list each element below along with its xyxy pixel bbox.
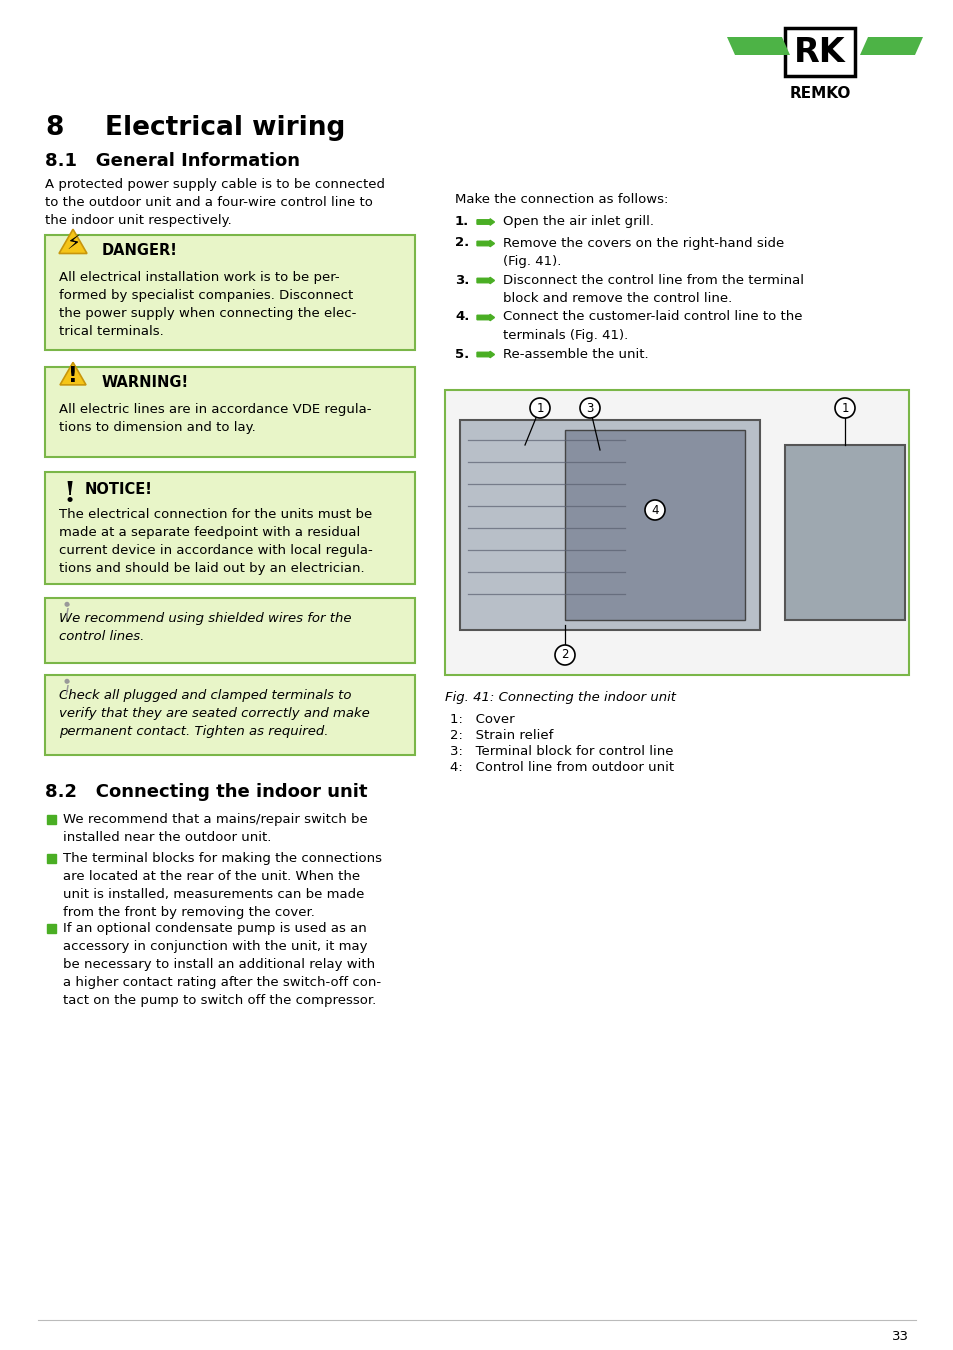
Text: Re-assemble the unit.: Re-assemble the unit. — [502, 347, 648, 360]
Text: 2:   Strain relief: 2: Strain relief — [450, 729, 553, 742]
Text: 8.1   General Information: 8.1 General Information — [45, 153, 299, 170]
Text: WARNING!: WARNING! — [102, 375, 189, 390]
Text: We recommend using shielded wires for the
control lines.: We recommend using shielded wires for th… — [59, 612, 351, 643]
Text: The terminal blocks for making the connections
are located at the rear of the un: The terminal blocks for making the conne… — [63, 852, 381, 919]
Text: 3: 3 — [586, 401, 593, 414]
Polygon shape — [859, 36, 923, 55]
Text: 5.: 5. — [455, 347, 469, 360]
Text: Electrical wiring: Electrical wiring — [105, 115, 345, 140]
Polygon shape — [726, 36, 789, 55]
Text: 8.2   Connecting the indoor unit: 8.2 Connecting the indoor unit — [45, 783, 367, 801]
Text: 2: 2 — [560, 648, 568, 662]
Text: NOTICE!: NOTICE! — [85, 482, 152, 497]
Bar — [47, 855, 56, 863]
Polygon shape — [60, 362, 86, 385]
Text: 3:   Terminal block for control line: 3: Terminal block for control line — [450, 745, 673, 757]
Circle shape — [644, 500, 664, 520]
Text: Disconnect the control line from the terminal
block and remove the control line.: Disconnect the control line from the ter… — [502, 274, 803, 305]
Text: i: i — [65, 605, 70, 622]
Text: 1.: 1. — [455, 215, 469, 228]
Text: 1: 1 — [841, 401, 848, 414]
Text: 4: 4 — [651, 504, 659, 517]
Bar — [45, 235, 415, 350]
Text: RK: RK — [793, 35, 845, 69]
Bar — [47, 923, 56, 933]
Text: 2.: 2. — [455, 236, 469, 250]
Text: All electrical installation work is to be per-
formed by specialist companies. D: All electrical installation work is to b… — [59, 271, 356, 338]
Bar — [444, 390, 908, 675]
Text: All electric lines are in accordance VDE regula-
tions to dimension and to lay.: All electric lines are in accordance VDE… — [59, 404, 371, 433]
Bar — [45, 675, 415, 755]
Text: The electrical connection for the units must be
made at a separate feedpoint wit: The electrical connection for the units … — [59, 508, 373, 575]
Bar — [784, 28, 854, 76]
Circle shape — [65, 602, 69, 606]
Text: 4:   Control line from outdoor unit: 4: Control line from outdoor unit — [450, 761, 674, 774]
Text: 4.: 4. — [455, 310, 469, 324]
Circle shape — [530, 398, 550, 418]
Text: If an optional condensate pump is used as an
accessory in conjunction with the u: If an optional condensate pump is used a… — [63, 922, 381, 1007]
Text: Fig. 41: Connecting the indoor unit: Fig. 41: Connecting the indoor unit — [444, 691, 676, 703]
Circle shape — [834, 398, 854, 418]
FancyArrow shape — [476, 277, 494, 284]
Text: 1:   Cover: 1: Cover — [450, 713, 514, 726]
FancyArrow shape — [476, 219, 494, 225]
Bar — [45, 598, 415, 663]
Bar — [45, 472, 415, 585]
Circle shape — [555, 645, 575, 666]
Text: i: i — [65, 682, 70, 699]
FancyArrow shape — [476, 351, 494, 358]
Text: !: ! — [64, 481, 76, 508]
Text: ⚡: ⚡ — [66, 234, 80, 252]
Text: 3.: 3. — [455, 274, 469, 286]
Text: REMKO: REMKO — [788, 86, 850, 101]
Text: Remove the covers on the right-hand side
(Fig. 41).: Remove the covers on the right-hand side… — [502, 236, 783, 267]
Bar — [47, 815, 56, 824]
Text: Open the air inlet grill.: Open the air inlet grill. — [502, 215, 654, 228]
Circle shape — [65, 679, 69, 683]
Text: 33: 33 — [891, 1330, 908, 1343]
Text: 8: 8 — [45, 115, 63, 140]
Bar — [45, 367, 415, 458]
Text: Make the connection as follows:: Make the connection as follows: — [455, 193, 668, 207]
Text: !: ! — [68, 366, 78, 386]
Text: Connect the customer-laid control line to the
terminals (Fig. 41).: Connect the customer-laid control line t… — [502, 310, 801, 342]
Bar — [784, 446, 904, 620]
Bar — [459, 420, 760, 630]
Text: Check all plugged and clamped terminals to
verify that they are seated correctly: Check all plugged and clamped terminals … — [59, 688, 370, 738]
Polygon shape — [59, 230, 87, 254]
FancyArrow shape — [476, 240, 494, 247]
Text: We recommend that a mains/repair switch be
installed near the outdoor unit.: We recommend that a mains/repair switch … — [63, 813, 367, 844]
Text: 1: 1 — [536, 401, 543, 414]
Text: DANGER!: DANGER! — [102, 243, 177, 258]
Text: A protected power supply cable is to be connected
to the outdoor unit and a four: A protected power supply cable is to be … — [45, 178, 385, 227]
Circle shape — [579, 398, 599, 418]
Bar — [564, 431, 744, 620]
FancyArrow shape — [476, 315, 494, 321]
